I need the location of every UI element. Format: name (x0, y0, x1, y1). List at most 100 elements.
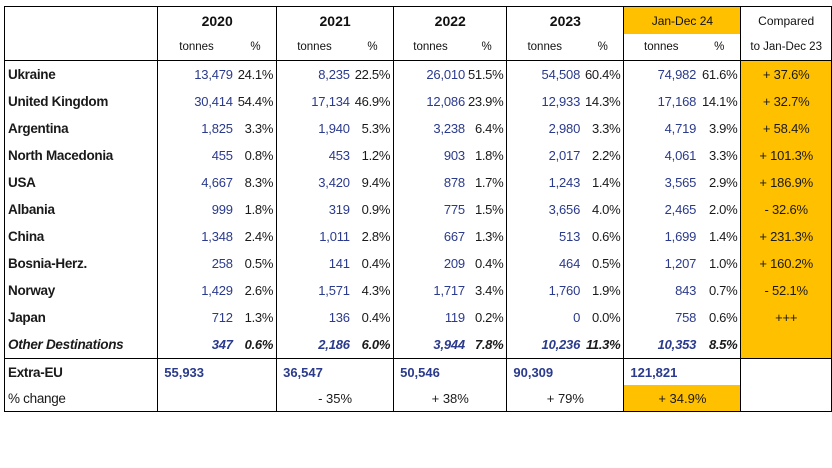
share-2022: 1.5% (474, 202, 504, 217)
share-2022: 7.8% (474, 337, 504, 352)
value-2024: 17,168 (623, 88, 699, 115)
value-2023: 0 (506, 304, 583, 331)
value-2022: 1,717 (393, 277, 467, 304)
value-2020: 999 (157, 196, 235, 223)
year-header-row: 2020 2021 2022 2023 Jan-Dec 24 Compared (3, 6, 832, 34)
country-row: China 1,348 2.4% 1,011 2.8% 667 1.3% 513 0.6% 1,6… (3, 223, 832, 250)
share-2024: 2.0% (708, 202, 738, 217)
value-2022: 775 (393, 196, 467, 223)
share-2021: 5.3% (361, 121, 391, 136)
share-2021: 22.5% (351, 60, 394, 88)
share-2020: 1.8% (244, 202, 274, 217)
share-2023: 1.4% (591, 175, 621, 190)
share-2021: 6.0% (361, 337, 391, 352)
country-row: North Macedonia 455 0.8% 453 1.2% 903 1.8% 2,01… (3, 142, 832, 169)
share-2021: 46.9% (354, 94, 391, 109)
country-row: Albania 999 1.8% 319 0.9% 775 1.5% 3,656 4.0% 2,4… (3, 196, 832, 223)
share-2023: 0.0% (591, 310, 621, 325)
value-2023: 2,980 (506, 115, 583, 142)
value-2021: 3,420 (276, 169, 352, 196)
share-2024: 1.0% (708, 256, 738, 271)
value-2021: 17,134 (276, 88, 352, 115)
country-name: Argentina (3, 115, 158, 142)
value-2022: 12,086 (393, 88, 467, 115)
year-2023-header: 2023 (506, 6, 624, 34)
extra-eu-2021: 36,547 (276, 358, 394, 385)
share-2022: 1.8% (474, 148, 504, 163)
share-2024: 3.9% (708, 121, 738, 136)
compared-change: + 160.2% (740, 250, 832, 277)
unit-pct: % (234, 34, 277, 61)
value-2022: 3,238 (393, 115, 467, 142)
pct-change-row: % change - 35% + 38% + 79% + 34.9% (3, 385, 832, 412)
pct-change-2022: + 38% (393, 385, 507, 412)
share-2021: 4.3% (361, 283, 391, 298)
share-2022: 23.9% (468, 94, 504, 109)
value-2023: 1,243 (506, 169, 583, 196)
value-2020: 1,429 (157, 277, 235, 304)
extra-eu-compared (740, 358, 832, 385)
share-2023: 0.5% (591, 256, 621, 271)
value-2023: 10,236 (506, 331, 583, 359)
value-2024: 10,353 (623, 331, 699, 359)
pct-change-label: % change (3, 385, 158, 412)
share-2020: 54.4% (237, 94, 274, 109)
value-2020: 30,414 (157, 88, 235, 115)
compared-change: + 186.9% (740, 169, 832, 196)
unit-pct: % (466, 34, 507, 61)
unit-tonnes: tonnes (506, 34, 583, 61)
unit-tonnes: tonnes (157, 34, 235, 61)
value-2020: 13,479 (157, 60, 235, 88)
value-2022: 903 (393, 142, 467, 169)
compared-change: - 32.6% (740, 196, 832, 223)
value-2021: 1,571 (276, 277, 352, 304)
value-2022: 26,010 (393, 60, 467, 88)
share-2022: 0.2% (474, 310, 504, 325)
unit-header-row: tonnes % tonnes % tonnes % tonnes % tonn… (3, 34, 832, 61)
compared-subheader: to Jan-Dec 23 (740, 34, 832, 61)
country-name: USA (3, 169, 158, 196)
country-row: United Kingdom 30,414 54.4% 17,134 46.9% 12,0… (3, 88, 832, 115)
country-name: Albania (3, 196, 158, 223)
compared-change: +++ (740, 304, 832, 331)
country-row: Norway 1,429 2.6% 1,571 4.3% 1,717 3.4% 1,760 1.… (3, 277, 832, 304)
share-2021: 2.8% (361, 229, 391, 244)
country-row: Japan 712 1.3% 136 0.4% 119 0.2% 0 0.0% 758 0.6% ++… (3, 304, 832, 331)
unit-tonnes: tonnes (623, 34, 699, 61)
country-name: Japan (3, 304, 158, 331)
share-2023: 11.3% (585, 337, 621, 352)
header-corner (3, 6, 158, 34)
share-2023: 14.3% (585, 94, 621, 109)
share-2023: 3.3% (591, 121, 621, 136)
share-2022: 0.4% (474, 256, 504, 271)
value-2020: 258 (157, 250, 235, 277)
share-2024: 8.5% (708, 337, 738, 352)
value-2024: 2,465 (623, 196, 699, 223)
compared-change: - 52.1% (740, 277, 832, 304)
compared-change: + 32.7% (740, 88, 832, 115)
share-2022: 6.4% (474, 121, 504, 136)
share-2020: 2.6% (244, 283, 274, 298)
pct-change-2021: - 35% (276, 385, 394, 412)
share-2020: 1.3% (244, 310, 274, 325)
value-2021: 8,235 (276, 60, 352, 88)
compared-change: + 58.4% (740, 115, 832, 142)
unit-tonnes: tonnes (393, 34, 467, 61)
share-2021: 0.9% (361, 202, 391, 217)
value-2020: 712 (157, 304, 235, 331)
country-name: Bosnia-Herz. (3, 250, 158, 277)
compared-header: Compared (740, 6, 832, 34)
value-2023: 464 (506, 250, 583, 277)
value-2021: 2,186 (276, 331, 352, 359)
value-2024: 4,719 (623, 115, 699, 142)
unit-pct: % (351, 34, 394, 61)
value-2022: 878 (393, 169, 467, 196)
extra-eu-row: Extra-EU 55,933 36,547 50,546 90,309 121… (3, 358, 832, 385)
share-2022: 51.5% (466, 60, 507, 88)
value-2022: 119 (393, 304, 467, 331)
export-destinations-table: 2020 2021 2022 2023 Jan-Dec 24 Compared … (3, 6, 832, 412)
value-2024: 758 (623, 304, 699, 331)
value-2023: 1,760 (506, 277, 583, 304)
unit-pct: % (698, 34, 741, 61)
country-rows: Ukraine 13,479 24.1% 8,235 22.5% 26,010 51.5% 5… (3, 60, 832, 359)
